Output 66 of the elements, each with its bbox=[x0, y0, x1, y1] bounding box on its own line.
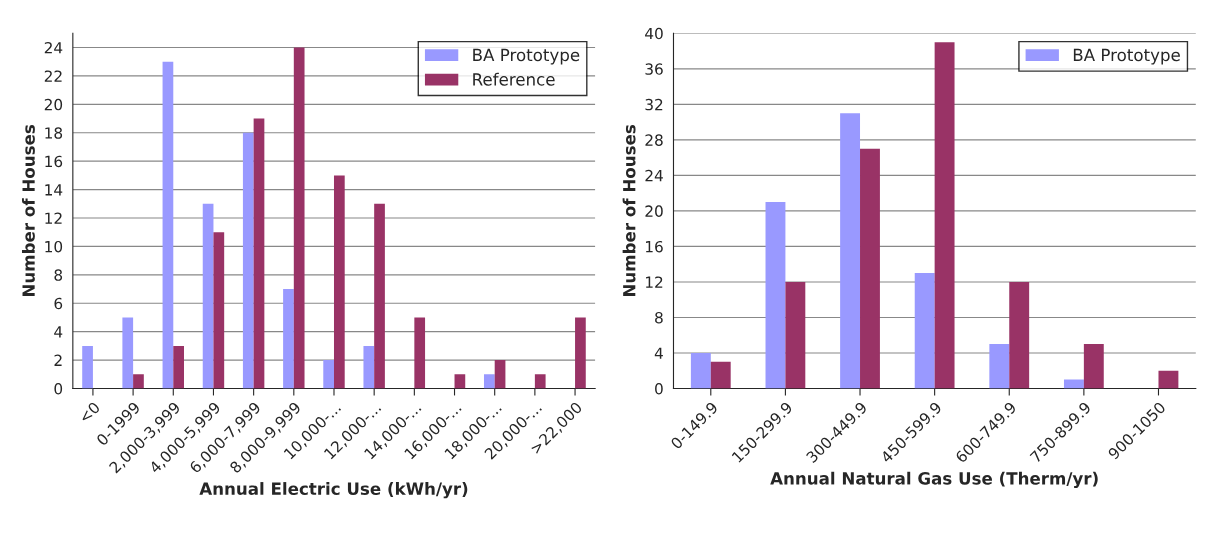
x-axis-title: Annual Natural Gas Use (Therm/yr) bbox=[770, 471, 1098, 489]
bar bbox=[840, 113, 861, 389]
bar bbox=[1083, 344, 1104, 389]
bar bbox=[765, 202, 786, 389]
y-tick-label: 8 bbox=[54, 269, 63, 281]
bar bbox=[293, 47, 305, 389]
bar bbox=[1063, 379, 1084, 389]
y-tick-label: 24 bbox=[645, 169, 663, 182]
bar bbox=[914, 273, 935, 389]
y-tick-label: 20 bbox=[44, 98, 63, 111]
y-tick-label: 16 bbox=[646, 240, 663, 253]
bar bbox=[454, 374, 466, 389]
y-tick-label: 12 bbox=[45, 212, 62, 224]
y-tick-label: 40 bbox=[645, 27, 663, 40]
y-tick-label: 28 bbox=[645, 134, 663, 146]
bar bbox=[374, 203, 385, 389]
y-tick-label: 4 bbox=[54, 326, 63, 338]
bar bbox=[202, 203, 214, 389]
legend-label: Reference bbox=[473, 72, 555, 86]
x-axis-title: Annual Electric Use (kWh/yr) bbox=[199, 482, 468, 499]
bar bbox=[690, 352, 711, 389]
x-tick-label: <0 bbox=[78, 401, 101, 424]
bar bbox=[173, 345, 184, 389]
bar bbox=[414, 317, 426, 389]
bar bbox=[323, 360, 334, 389]
bar bbox=[82, 345, 93, 389]
y-tick-label: 14 bbox=[45, 184, 63, 196]
y-tick-label: 16 bbox=[45, 155, 63, 168]
bar bbox=[710, 361, 731, 389]
legend-label: BA Prototype bbox=[473, 48, 580, 65]
bar bbox=[242, 132, 254, 389]
bar bbox=[483, 374, 495, 389]
bar bbox=[934, 42, 955, 389]
y-tick-label: 32 bbox=[645, 98, 663, 111]
y-axis-title: Number of Houses bbox=[622, 125, 636, 297]
y-tick-label: 20 bbox=[645, 205, 663, 217]
y-axis-title: Number of Houses bbox=[21, 125, 35, 297]
bar bbox=[363, 345, 375, 389]
bar bbox=[860, 148, 880, 389]
bar bbox=[989, 344, 1010, 389]
y-tick-label: 24 bbox=[44, 41, 63, 54]
bar bbox=[122, 317, 134, 389]
bar bbox=[785, 281, 806, 389]
bar bbox=[575, 317, 586, 389]
y-tick-label: 0 bbox=[655, 382, 663, 395]
bar bbox=[534, 374, 546, 389]
bar bbox=[253, 118, 265, 389]
y-tick-label: 12 bbox=[646, 276, 663, 288]
bar bbox=[494, 360, 506, 389]
bar bbox=[162, 61, 174, 389]
y-tick-label: 2 bbox=[54, 354, 62, 366]
bar bbox=[283, 289, 294, 389]
bar bbox=[213, 232, 225, 389]
bar bbox=[1158, 370, 1179, 389]
legend-label: BA Prototype bbox=[1073, 48, 1180, 65]
y-tick-label: 10 bbox=[45, 240, 63, 253]
bar bbox=[1009, 281, 1030, 389]
y-tick-label: 18 bbox=[45, 127, 63, 139]
y-tick-label: 6 bbox=[54, 297, 63, 310]
y-tick-label: 0 bbox=[54, 382, 63, 395]
bar bbox=[333, 175, 345, 389]
y-tick-label: 8 bbox=[655, 311, 663, 324]
y-tick-label: 22 bbox=[44, 70, 62, 82]
bar bbox=[133, 374, 144, 389]
y-tick-label: 36 bbox=[645, 63, 663, 75]
y-tick-label: 4 bbox=[654, 347, 663, 359]
